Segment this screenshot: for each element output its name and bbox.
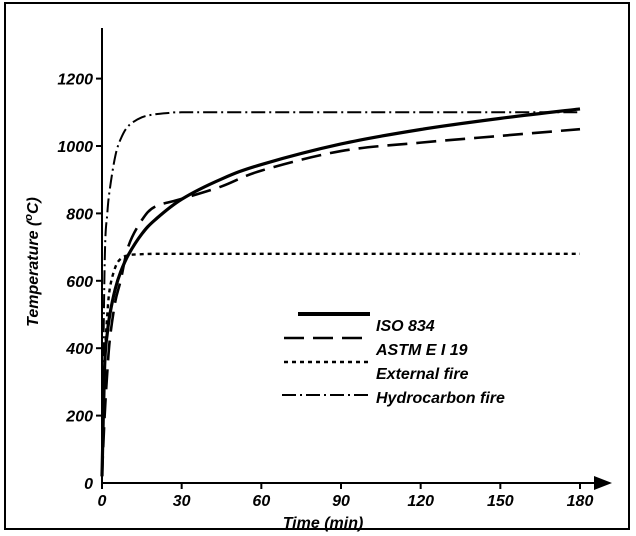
series-group	[100, 107, 581, 477]
x-tick-label: 180	[567, 493, 594, 510]
y-tick-label: 800	[66, 206, 93, 223]
y-tick-label: 1200	[57, 72, 93, 89]
y-tick-label: 1000	[57, 139, 93, 156]
y-tick-label: 0	[84, 476, 93, 493]
series-line-astm-e-i-19	[100, 127, 581, 477]
x-tick-label: 120	[407, 493, 434, 510]
legend-label-astm-e119: ASTM E I 19	[375, 342, 468, 359]
x-tick-label: 30	[173, 493, 191, 510]
y-tick-group: 0 200 400 600 800 1000 1200	[57, 72, 102, 493]
y-tick-label: 600	[66, 274, 93, 291]
y-tick-label: 200	[65, 409, 93, 426]
legend-label-hydrocarbon-fire: Hydrocarbon fire	[376, 390, 505, 407]
chart-frame	[4, 2, 630, 530]
legend-label-iso-834: ISO 834	[376, 318, 435, 335]
y-axis-label: Temperature (oC)	[23, 197, 42, 327]
y-axis-label-main: Temperature (	[25, 219, 42, 327]
y-axis-label-sup: o	[23, 214, 35, 221]
series-line-hydrocarbon-fire	[101, 111, 580, 477]
series-line-external-fire	[100, 252, 580, 477]
x-axis-arrowhead	[594, 476, 612, 490]
y-tick-label: 400	[65, 341, 93, 358]
x-tick-label: 0	[98, 493, 107, 510]
x-tick-label: 60	[252, 493, 270, 510]
x-tick-label: 90	[332, 493, 350, 510]
series-line-iso-834	[100, 107, 581, 477]
legend-label-external-fire: External fire	[376, 366, 469, 383]
x-tick-label: 150	[487, 493, 514, 510]
x-axis-label: Time (min)	[283, 515, 364, 532]
legend: ISO 834 ASTM E I 19 External fire Hydroc…	[282, 312, 505, 407]
x-tick-group: 0 30 60 90 120 150 180	[98, 483, 594, 510]
y-axis-label-end: C)	[25, 197, 42, 214]
